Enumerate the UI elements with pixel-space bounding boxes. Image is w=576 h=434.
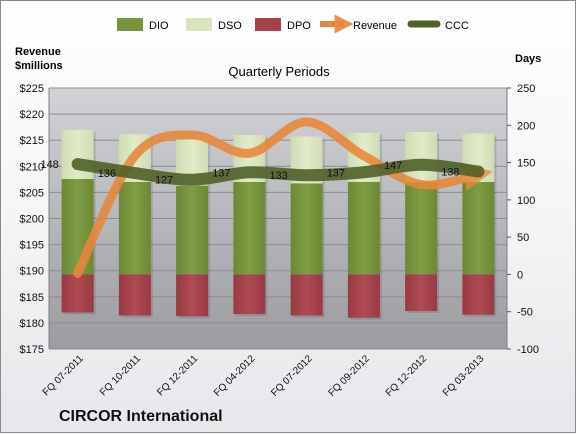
- ccc-data-label: 148: [40, 159, 58, 171]
- left-tick-label: $185: [20, 292, 44, 304]
- bar-dpo: [405, 274, 438, 311]
- legend-dio-swatch: [117, 18, 143, 31]
- company-name: CIRCOR International: [59, 408, 223, 425]
- legend-dpo-label: DPO: [287, 20, 311, 32]
- right-tick-label: 200: [517, 120, 535, 132]
- left-tick-label: $220: [20, 109, 44, 121]
- ccc-data-label: 136: [98, 168, 116, 180]
- ccc-data-label: 138: [441, 167, 459, 179]
- bar-dpo: [462, 274, 495, 315]
- bar-dio: [462, 181, 495, 275]
- legend-dpo-swatch: [255, 18, 281, 31]
- right-tick-label: 0: [517, 269, 523, 281]
- x-tick-label: FQ 07-2012: [269, 353, 315, 399]
- left-tick-label: $175: [20, 344, 44, 356]
- bar-dpo: [347, 274, 380, 318]
- ccc-data-label: 133: [269, 170, 287, 182]
- left-tick-label: $210: [20, 161, 44, 173]
- legend-ccc-label: CCC: [445, 20, 469, 32]
- bar-dio: [347, 181, 380, 275]
- right-tick-label: 150: [517, 158, 535, 170]
- bar-dio: [176, 185, 209, 275]
- x-tick-label: FQ 09-2012: [326, 353, 372, 399]
- bar-dpo: [61, 274, 94, 313]
- left-tick-label: $205: [20, 187, 44, 199]
- left-tick-label: $180: [20, 318, 44, 330]
- x-axis-ticks: FQ 07-2011 FQ 10-2011 FQ 12-2011 FQ 04-2012…: [41, 353, 487, 399]
- legend-revenue-label: Revenue: [353, 20, 397, 32]
- ccc-data-label: 147: [384, 160, 402, 172]
- legend-dso-label: DSO: [218, 20, 242, 32]
- legend: DIO DSO DPO Revenue CCC: [117, 14, 469, 34]
- legend-dso-swatch: [186, 18, 212, 31]
- left-axis-title-line1: Revenue: [15, 46, 61, 58]
- right-axis-title: Days: [515, 53, 541, 65]
- right-tick-label: -50: [517, 307, 533, 319]
- x-tick-label: FQ 12-2012: [384, 353, 430, 399]
- x-tick-label: FQ 04-2012: [212, 353, 258, 399]
- x-tick-label: FQ 12-2011: [155, 353, 200, 398]
- ccc-data-label: 137: [327, 167, 345, 179]
- left-tick-label: $195: [20, 240, 44, 252]
- x-tick-label: FQ 10-2011: [98, 353, 143, 398]
- ccc-data-label: 137: [212, 167, 230, 179]
- left-tick-label: $190: [20, 266, 44, 278]
- right-axis-ticks: -100 -50 0 50 100 150 200 250: [507, 83, 539, 356]
- bar-dso: [405, 131, 438, 182]
- right-tick-label: -100: [517, 344, 539, 356]
- lines: [71, 117, 493, 278]
- left-tick-label: $215: [20, 135, 44, 147]
- right-tick-label: 100: [517, 195, 535, 207]
- right-tick-label: 50: [517, 232, 529, 244]
- bar-dio: [118, 181, 151, 275]
- bar-dio: [405, 181, 438, 275]
- left-tick-label: $200: [20, 214, 44, 226]
- x-tick-label: FQ 07-2011: [41, 353, 86, 398]
- chart-title: Quarterly Periods: [228, 64, 330, 79]
- bar-dpo: [233, 274, 266, 314]
- bar-dio: [290, 183, 323, 275]
- right-tick-label: 250: [517, 83, 535, 95]
- left-tick-label: $225: [20, 83, 44, 95]
- revenue-line: [73, 117, 493, 278]
- legend-dio-label: DIO: [149, 20, 169, 32]
- bar-dio: [61, 178, 94, 275]
- bar-dpo: [118, 274, 151, 316]
- ccc-line: [71, 158, 485, 186]
- bar-dio: [233, 181, 266, 275]
- left-axis-title-line2: $millions: [15, 60, 63, 72]
- bar-dpo: [290, 274, 323, 316]
- ccc-data-labels: 148 136 127 137 133 137 147 138: [40, 159, 459, 187]
- bar-dpo: [176, 274, 209, 317]
- left-axis-ticks: $175 $180 $185 $190 $195 $200 $205 $210 $215 $220…: [20, 83, 44, 356]
- x-tick-label: FQ 03-2013: [441, 353, 487, 399]
- ccc-data-label: 127: [155, 175, 173, 187]
